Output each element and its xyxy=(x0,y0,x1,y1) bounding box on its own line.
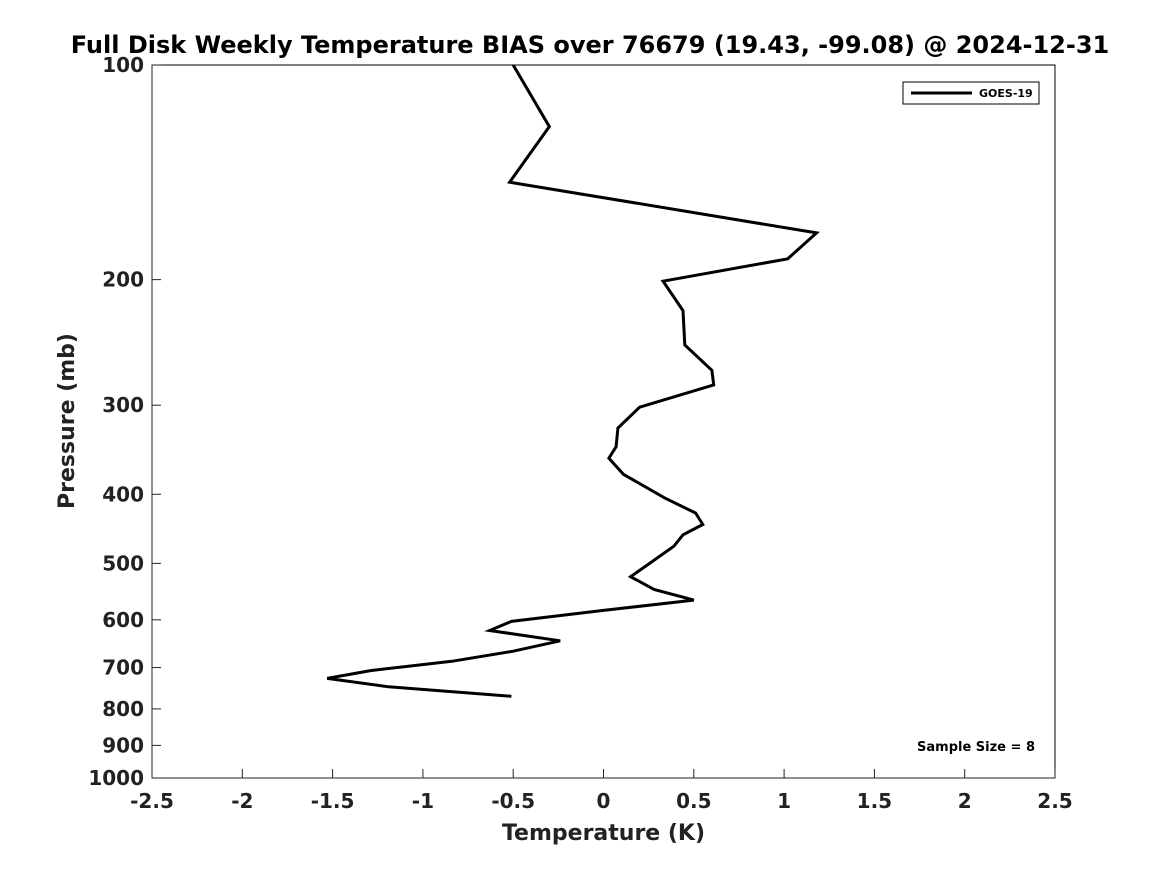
plot-frame xyxy=(151,64,1056,779)
x-tick-label: 0 xyxy=(597,789,611,813)
y-tick-label: 700 xyxy=(102,656,144,680)
x-tick-label: 2.5 xyxy=(1037,789,1072,813)
y-tick-label: 800 xyxy=(102,697,144,721)
x-tick-label: -0.5 xyxy=(491,789,535,813)
series-layer xyxy=(326,64,820,698)
x-axis-label: Temperature (K) xyxy=(502,821,705,846)
x-tick-label: 1.5 xyxy=(857,789,892,813)
x-tick-label: -1 xyxy=(412,789,434,813)
x-tick-label: -2 xyxy=(231,789,253,813)
series-line-goes-19 xyxy=(326,64,820,698)
y-tick-label: 200 xyxy=(102,268,144,292)
y-tick-label: 100 xyxy=(102,53,144,77)
y-tick-label: 1000 xyxy=(88,766,144,790)
sample-size-annotation: Sample Size = 8 xyxy=(917,740,1035,755)
x-tick-label: 2 xyxy=(958,789,972,813)
chart-title: Full Disk Weekly Temperature BIAS over 7… xyxy=(71,31,1110,59)
x-tick-label: 1 xyxy=(777,789,791,813)
legend: GOES-19 xyxy=(902,81,1040,105)
y-axis-ticks: 100 200 300 400 500 600 700 800 900 1000 xyxy=(88,53,161,790)
y-tick-label: 300 xyxy=(102,393,144,417)
x-tick-label: -1.5 xyxy=(311,789,355,813)
legend-entry-goes-19: GOES-19 xyxy=(979,87,1033,100)
x-tick-label: 0.5 xyxy=(676,789,711,813)
y-axis-label: Pressure (mb) xyxy=(55,333,80,509)
y-tick-label: 900 xyxy=(102,733,144,757)
y-tick-label: 400 xyxy=(102,482,144,506)
x-tick-label: -2.5 xyxy=(130,789,174,813)
y-tick-label: 500 xyxy=(102,551,144,575)
x-axis-ticks: -2.5 -2 -1.5 -1 -0.5 0 0.5 1 1.5 2 2.5 xyxy=(130,769,1073,813)
y-tick-label: 600 xyxy=(102,608,144,632)
